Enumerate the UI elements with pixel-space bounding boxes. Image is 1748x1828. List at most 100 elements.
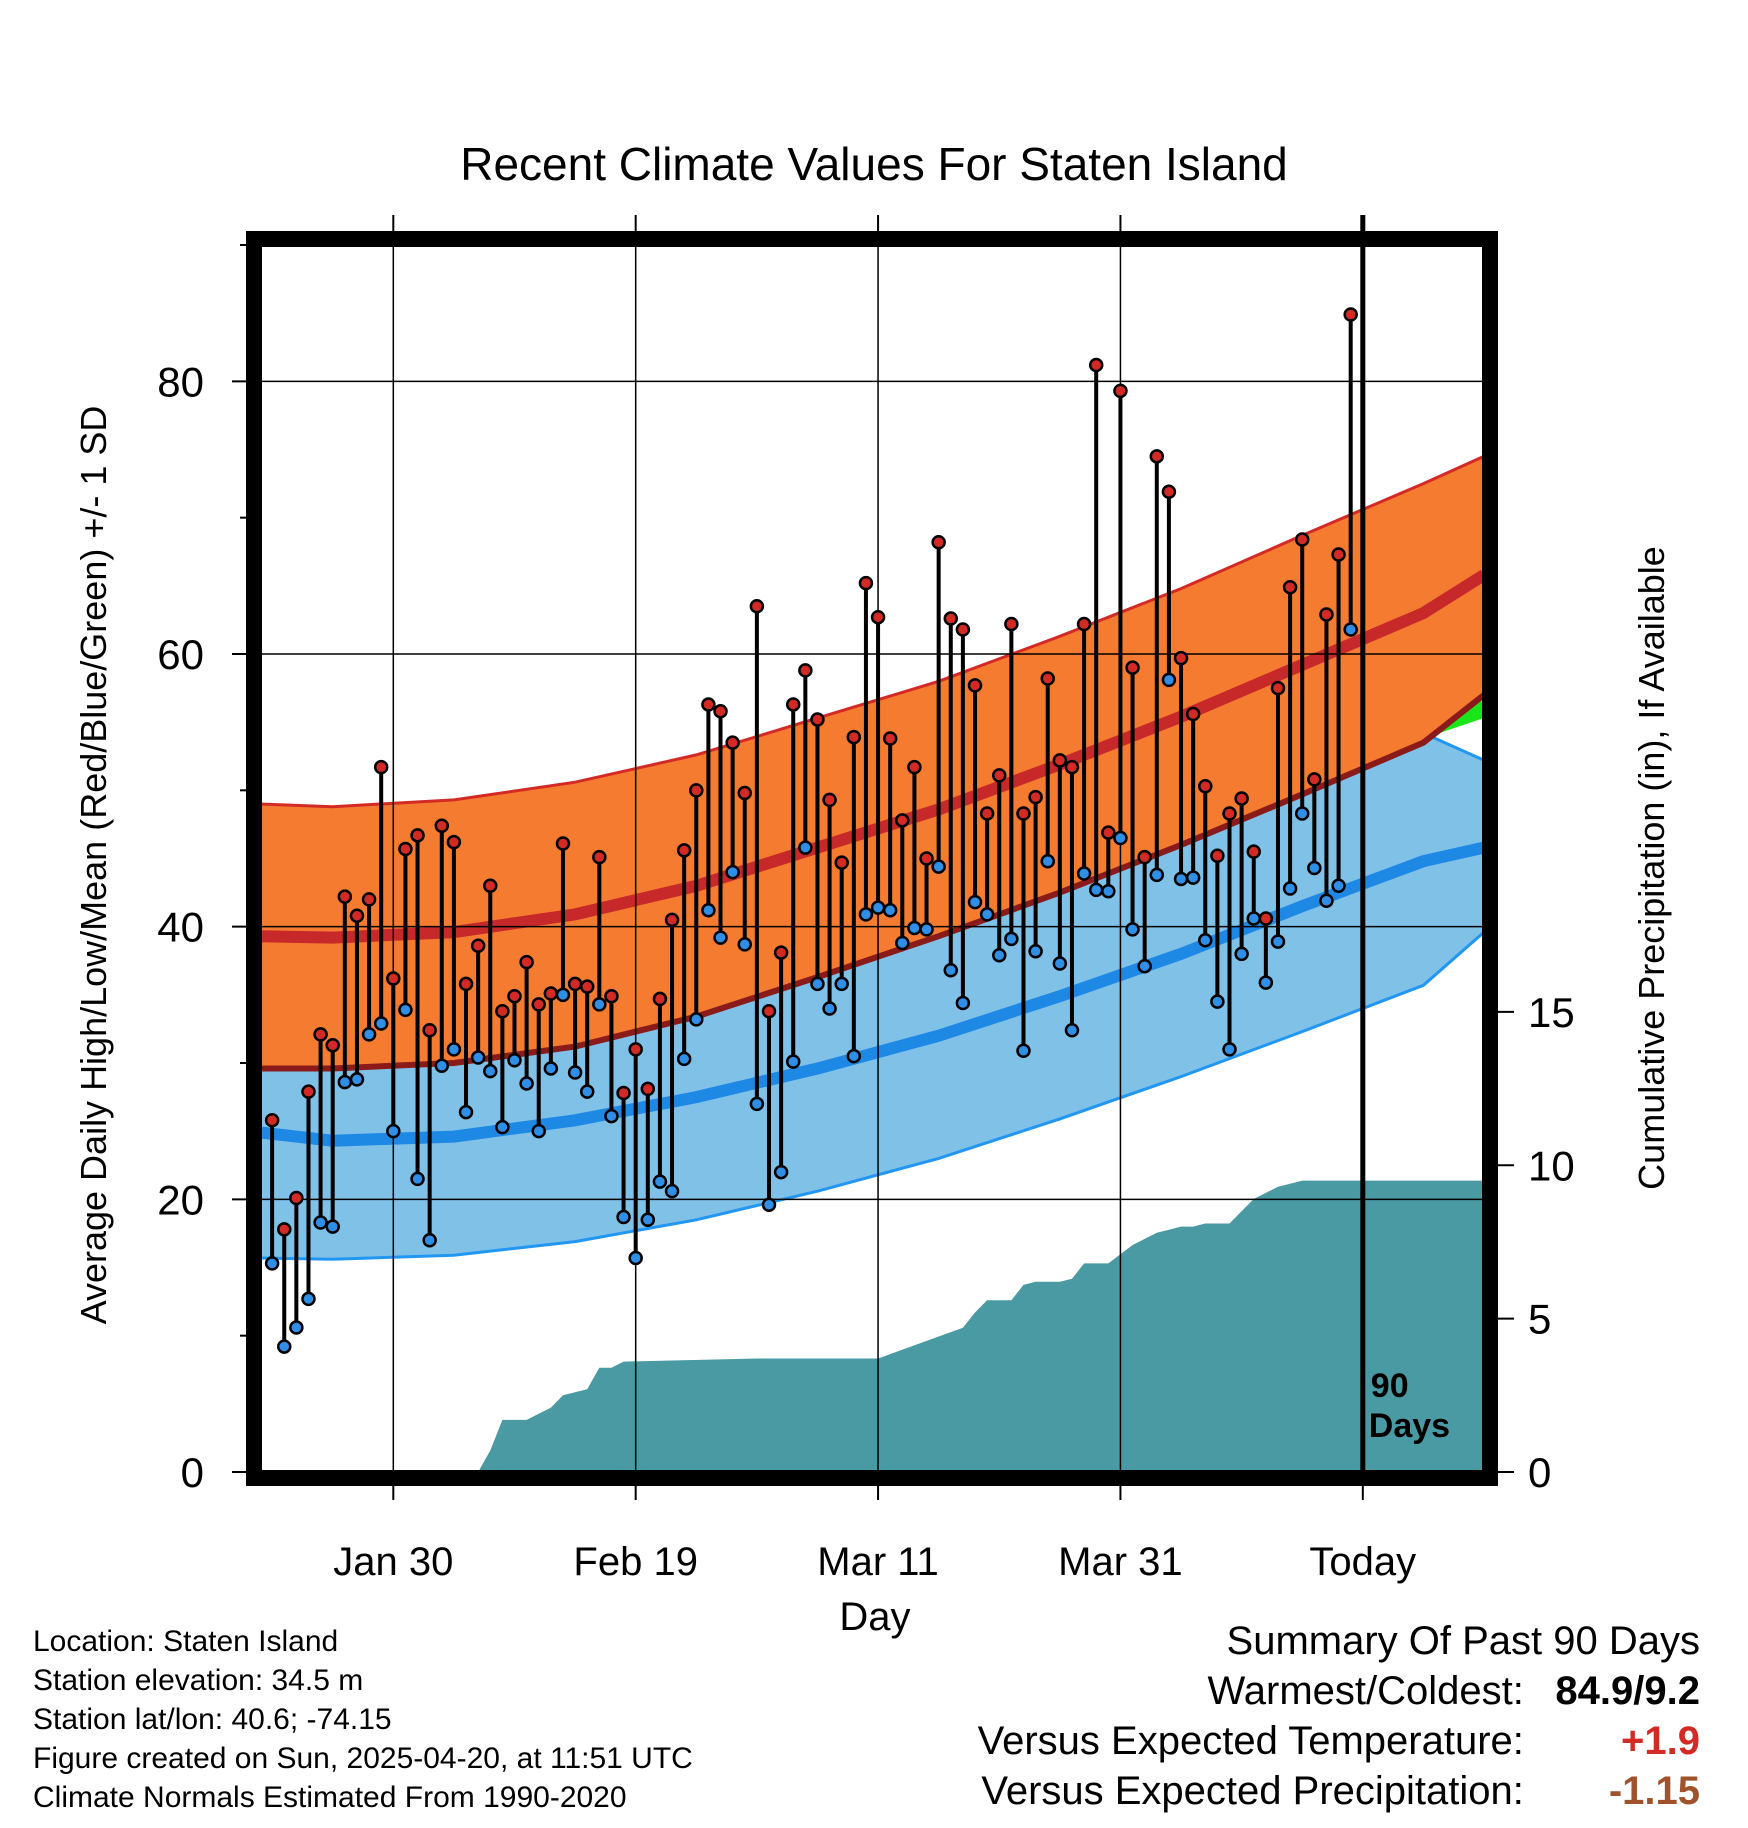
daily-high-point [1307,772,1322,787]
daily-high-point [1282,579,1298,595]
daily-low-point [495,1119,510,1135]
daily-high-point [1173,650,1189,666]
daily-high-point [689,783,704,798]
summary-warmest-row: Warmest/Coldest: 84.9/9.2 [978,1666,1701,1716]
daily-low-point [676,1051,692,1067]
daily-low-point [1028,943,1043,959]
daily-low-point [1161,672,1177,688]
summary-temp-row: Versus Expected Temperature: +1.9 [978,1716,1700,1766]
daily-low-point [749,1096,765,1112]
x-tick-label: Jan 30 [333,1540,453,1584]
summary-precip-row: Versus Expected Precipitation: -1.15 [978,1766,1700,1816]
daily-low-point [640,1212,656,1228]
daily-high-point [519,954,534,970]
daily-high-point [1149,449,1165,464]
daily-high-point [1246,844,1261,859]
daily-high-point [604,988,619,1004]
daily-high-point [761,1003,777,1019]
daily-high-point [967,678,983,693]
daily-high-point [458,976,474,992]
created-text: Figure created on Sun, 2025-04-20, at 11… [33,1742,693,1775]
daily-high-point [846,729,862,745]
daily-low-point [1064,1023,1080,1038]
daily-low-point [1234,946,1249,962]
daily-high-point [337,889,353,904]
daily-low-point [713,930,728,945]
daily-low-point [1222,1042,1237,1057]
axes: 0 20 40 60 80 0 5 10 15 Jan 30 Feb 19 Mar 11 Mar 31 T… [157,215,1575,1584]
daily-low-point [507,1053,522,1068]
daily-high-point [1319,607,1334,622]
daily-low-point [701,903,716,918]
daily-low-point [1198,933,1213,948]
latlon-text: Station lat/lon: 40.6; -74.15 [33,1703,392,1736]
x-tick-label: Today [1309,1540,1416,1584]
y-tick-label: 40 [157,904,204,951]
daily-low-point [979,907,995,922]
daily-high-point [386,971,401,986]
daily-high-point [495,1003,510,1019]
summary-panel: Summary Of Past 90 Days Warmest/Coldest:… [978,1616,1700,1816]
daily-high-point [979,806,995,821]
temp-label: Versus Expected Temperature: [977,1719,1524,1763]
daily-low-point [422,1232,437,1248]
daily-low-point [264,1256,280,1271]
daily-low-point [725,864,740,880]
daily-low-point [1210,994,1225,1009]
daily-high-point [543,986,559,1001]
daily-low-point [882,903,898,918]
daily-low-point [289,1320,304,1335]
daily-high-point [579,979,595,994]
daily-low-point [1088,882,1104,898]
daily-high-point [1040,671,1055,686]
plot-frame [246,231,1498,1486]
daily-high-point [1088,357,1104,373]
daily-high-point [1064,759,1080,775]
plot-content [260,245,1484,1472]
daily-low-point [846,1048,862,1064]
daily-low-point [1040,853,1055,869]
daily-high-point [592,849,607,865]
x-axis-label: Day [839,1595,910,1639]
y2-tick-label: 10 [1528,1142,1575,1189]
daily-low-point [931,859,946,874]
daily-low-point [822,1001,837,1016]
daily-low-point [834,976,849,992]
daily-high-point [919,851,934,866]
daily-high-point [931,534,946,550]
y-tick-label: 60 [157,631,204,678]
daily-high-point [810,712,825,727]
chart-title: Recent Climate Values For Staten Island [460,138,1288,190]
daily-low-point [1173,871,1189,887]
daily-high-point [1270,680,1286,696]
daily-high-point [991,768,1007,783]
daily-low-point [1125,922,1140,937]
normals-text: Climate Normals Estimated From 1990-2020 [33,1781,627,1814]
daily-low-point [652,1174,668,1189]
daily-low-point [919,922,934,937]
daily-low-point [858,907,874,922]
y2-tick-label: 5 [1528,1296,1551,1343]
daily-high-point [1222,806,1237,821]
daily-high-point [895,813,910,828]
location-text: Location: Staten Island [33,1625,339,1658]
daily-low-point [737,937,753,952]
daily-high-point [434,818,450,834]
daily-low-point [1246,911,1261,926]
daily-high-point [301,1084,316,1099]
daily-low-point [967,894,983,910]
daily-high-point [289,1190,304,1206]
daily-high-point [1210,848,1225,864]
daily-low-point [470,1050,486,1065]
daily-low-point [301,1291,316,1307]
daily-high-point [398,841,413,857]
daily-high-point [507,988,522,1004]
daily-stems [270,314,1353,1347]
precip-area [260,1180,1484,1472]
daily-low-point [628,1250,643,1266]
daily-high-point [361,892,377,907]
daily-high-point [531,997,546,1012]
daily-high-point [943,611,959,626]
station-info: Location: Staten Island Station elevatio… [33,1622,693,1817]
